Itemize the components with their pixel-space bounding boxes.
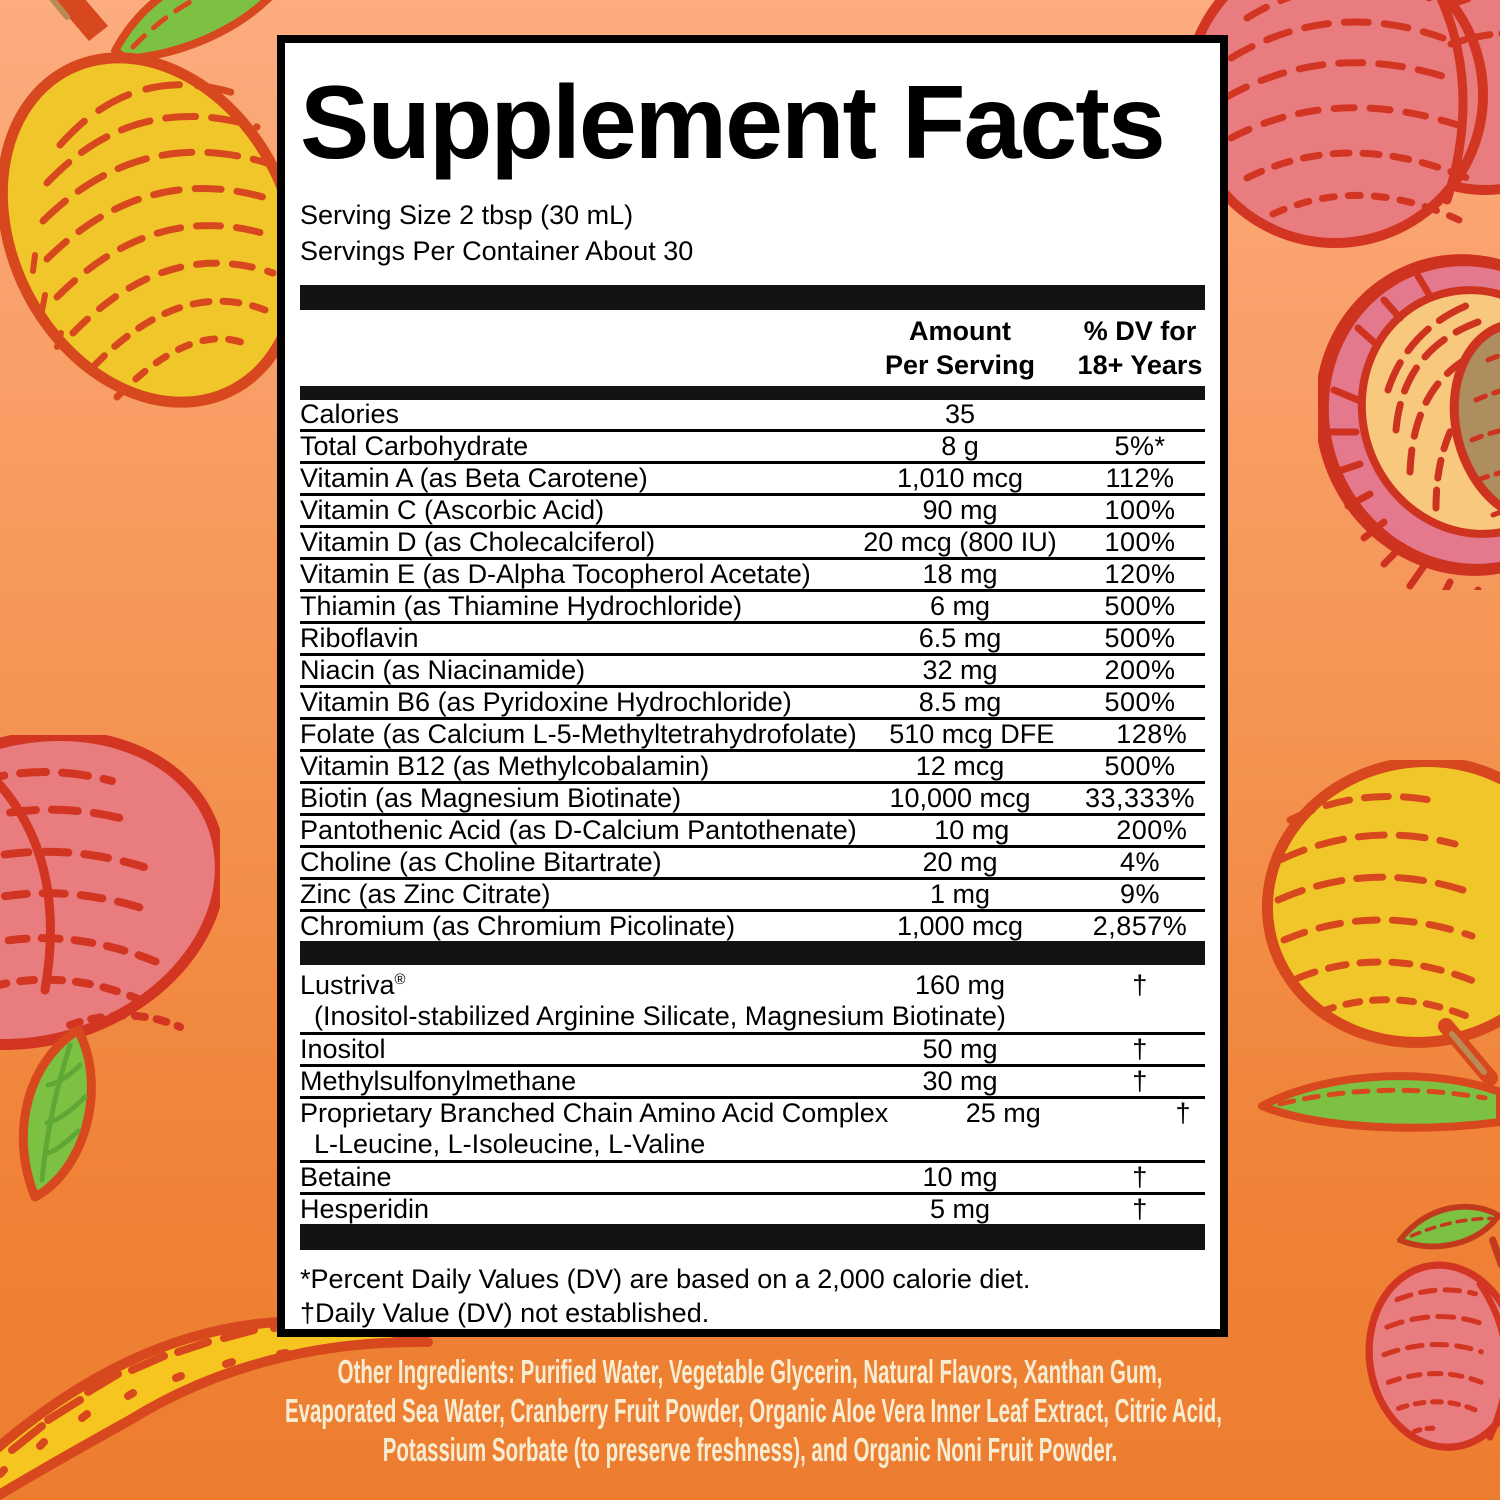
peach-top-right-illustration [1185,0,1500,248]
peach-wedge-bottom-left-illustration [0,1316,433,1500]
table-row: Zinc (as Zinc Citrate) 1 mg 9% [300,877,1205,909]
table-row: Proprietary Branched Chain Amino Acid Co… [300,1096,1205,1128]
peach-half-right-illustration [1318,254,1500,590]
table-row: Total Carbohydrate 8 g 5%* [300,429,1205,461]
proprietary-section: Lustriva® 160 mg † (Inositol-stabilized Ar… [300,965,1205,1224]
peach-bottom-right-illustration [1365,1203,1500,1451]
other-ingredients-line: Other Ingredients: Purified Water, Veget… [337,1353,1163,1390]
table-row: Vitamin B12 (as Methylcobalamin) 12 mcg 50… [300,749,1205,781]
panel-title: Supplement Facts [300,65,1166,181]
table-row: Thiamin (as Thiamine Hydrochloride) 6 mg 5… [300,589,1205,621]
header-dv: % DV for 18+ Years [1077,316,1203,380]
table-row: Methylsulfonylmethane 30 mg † [300,1064,1205,1096]
table-row: Folate (as Calcium L-5-Methyltetrahydrof… [300,717,1205,749]
other-ingredients-line: Evaporated Sea Water, Cranberry Fruit Po… [285,1392,1222,1429]
mango-right-illustration [1258,760,1500,1132]
table-row: Vitamin E (as D-Alpha Tocopherol Acetate… [300,557,1205,589]
header-spacer [300,314,845,382]
divider-bar-top [300,285,1205,310]
divider-bar-middle [300,941,1205,965]
table-row: Betaine 10 mg † [300,1160,1205,1192]
table-row: Vitamin D (as Cholecalciferol) 20 mcg (80… [300,525,1205,557]
table-row: Hesperidin 5 mg † [300,1192,1205,1224]
dv-footnote: *Percent Daily Values (DV) are based on … [300,1264,1031,1294]
table-row: Calories 35 [300,399,976,429]
table-row: Pantothenic Acid (as D-Calcium Pantothen… [300,813,1205,845]
table-row: Choline (as Choline Bitartrate) 20 mg 4% [300,845,1205,877]
table-row: Biotin (as Magnesium Biotinate) 10,000 mc… [300,781,1205,813]
other-ingredients-line: Potassium Sorbate (to preserve freshness… [382,1431,1118,1468]
divider-bar-bottom [300,1224,1205,1250]
registered-mark: ® [394,972,406,988]
dagger-footnote: †Daily Value (DV) not established. [300,1298,710,1328]
serving-size: Serving Size 2 tbsp (30 mL) [300,200,634,230]
table-row: Vitamin A (as Beta Carotene) 1,010 mcg 112… [300,461,1205,493]
table-row: Vitamin C (Ascorbic Acid) 90 mg 100% [300,493,1205,525]
table-subrow: (Inositol-stabilized Arginine Silicate, … [314,1001,1006,1031]
table-subrow: L-Leucine, L-Isoleucine, L-Valine [314,1129,706,1159]
divider-bar-header [300,386,1205,400]
table-row: Chromium (as Chromium Picolinate) 1,000 m… [300,909,1205,941]
servings-per-container: Servings Per Container About 30 [300,236,694,266]
table-row: Vitamin B6 (as Pyridoxine Hydrochloride)… [300,685,1205,717]
table-row: Lustriva® 160 mg † [300,970,1148,1000]
supplement-facts-panel: Supplement Facts Serving Size 2 tbsp (30… [277,35,1228,1337]
peach-left-illustration [0,735,220,1202]
table-row: Inositol 50 mg † [300,1032,1205,1064]
table-row: Niacin (as Niacinamide) 32 mg 200% [300,653,1205,685]
mango-top-left-illustration [0,0,304,408]
table-row: Riboflavin 6.5 mg 500% [300,621,1205,653]
other-ingredients: Other Ingredients: Purified Water, Veget… [0,1352,1500,1469]
nutrients-section: Calories 35 Total Carbohydrate 8 g 5%* Vita… [300,400,1205,941]
table-header-row: Amount Per Serving % DV for 18+ Years [300,310,1205,386]
header-amount-per-serving: Amount Per Serving [884,316,1036,380]
